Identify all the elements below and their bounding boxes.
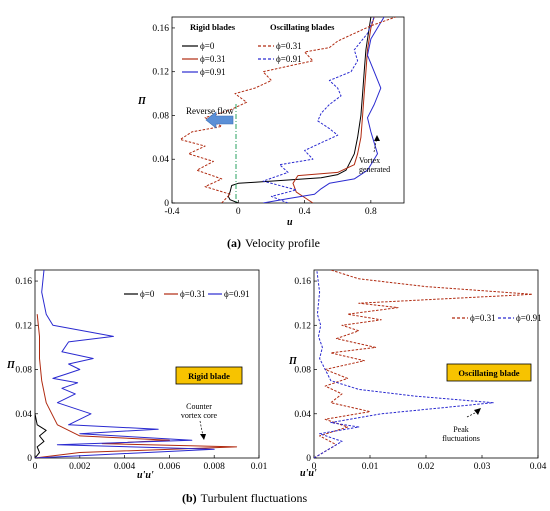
y-tick-label-a-1: 0.04 [152,155,169,165]
counter-vortex-label-line1: Counter [186,402,212,411]
series-line-b2-0 [314,270,533,458]
caption-a: (a) Velocity profile [227,236,320,250]
y-tick-label-b2-4: 0.16 [294,277,311,287]
legend-label-a-rigid-031: ϕ=0.31 [200,54,226,64]
legend-label-b1-091: ϕ=0.91 [224,289,250,299]
legend-label-a-rigid-0: ϕ=0 [200,41,215,51]
peak-label-line1: Peak [453,425,469,434]
x-tick-label-b2-4: 0.04 [530,462,547,472]
velocity-profile-panel: -0.4 0 0.4 0.800.040.080.120.16 Π u Rigid b… [137,16,405,250]
y-tick-label-b2-3: 0.12 [294,321,311,331]
y-tick-label-a-0: 0 [164,199,169,209]
y-axis-label-b1: Π [6,360,16,371]
x-tick-label-b2-3: 0.03 [474,462,491,472]
x-tick-label-b1-2: 0.004 [114,462,136,472]
legend-label-a-osc-031: ϕ=0.31 [276,41,302,51]
rigid-blade-label-box [175,366,243,385]
vortex-label-line2: generated [359,165,390,174]
y-tick-label-b1-4: 0.16 [15,277,32,287]
series-line-a-2 [263,17,385,203]
legend-label-b1-0: ϕ=0 [140,289,155,299]
peak-label-line2: fluctuations [442,434,480,443]
counter-vortex-arrowhead-icon [200,434,206,440]
legend-label-b2-091: ϕ=0.91 [516,313,542,323]
y-tick-label-b1-0: 0 [27,454,32,464]
legend-b2: ϕ=0.31 ϕ=0.91 [452,313,542,323]
legend-label-b2-031: ϕ=0.31 [470,313,496,323]
peak-arrowhead-icon [474,408,481,415]
x-axis-label-b1: u'u' [137,470,154,481]
x-tick-label-a-0: -0.4 [164,207,179,217]
series-line-b1-0 [35,413,47,458]
oscillating-blade-label-box [446,363,532,382]
series-line-b1-2 [35,270,215,458]
vortex-arrowhead-icon [374,135,380,141]
legend-group-rigid: Rigid blades [190,22,236,32]
y-tick-label-b2-1: 0.04 [294,410,311,420]
x-tick-label-b1-0: 0 [33,462,38,472]
reverse-flow-label: Reverse flow [186,106,234,116]
y-tick-label-a-2: 0.08 [152,111,169,121]
legend-label-a-osc-091: ϕ=0.91 [276,54,302,64]
counter-vortex-pointer [199,420,204,437]
rigid-blade-fluctuation-panel: 0 0.002 0.004 0.006 0.008 0.01 0 0.04 0.08 0.12 0.… [6,269,268,481]
x-tick-label-b2-2: 0.02 [418,462,435,472]
y-tick-label-b1-2: 0.08 [15,366,32,376]
x-tick-label-a-3: 0.8 [365,207,377,217]
x-axis-label-b2: u'u' [300,468,317,479]
legend-b1: ϕ=0 ϕ=0.31 ϕ=0.91 [124,289,250,299]
legend-label-b1-031: ϕ=0.31 [180,289,206,299]
series-line-a-0 [227,17,372,203]
series-line-a-3 [179,17,396,203]
legend-a: Rigid blades Oscillating blades ϕ=0 ϕ=0.… [182,22,335,77]
y-tick-label-b2-0: 0 [306,454,311,464]
y-axis-label-a: Π [137,96,147,107]
y-axis-label-b2: Π [288,356,298,367]
y-tick-label-b1-3: 0.12 [15,321,32,331]
x-axis-label-a: u [287,217,293,228]
legend-group-oscillating: Oscillating blades [270,22,335,32]
x-tick-label-a-1: 0 [236,207,241,217]
caption-b: (b) Turbulent fluctuations [182,491,308,505]
peak-pointer [466,411,478,418]
oscillating-blade-fluctuation-panel: 0 0.01 0.02 0.03 0.04 0 0.04 0.08 0.12 0.16 Π u'u… [182,269,547,505]
x-tick-label-b1-1: 0.002 [69,462,91,472]
counter-vortex-label-line2: vortex core [181,411,218,420]
x-tick-label-b1-4: 0.008 [204,462,226,472]
y-tick-label-a-4: 0.16 [152,24,169,34]
plot-frame-b1 [34,269,260,459]
x-tick-label-a-2: 0.4 [299,207,311,217]
x-tick-label-b1-5: 0.01 [251,462,268,472]
vortex-pointer [373,136,378,153]
y-tick-label-b1-1: 0.04 [15,410,32,420]
series-line-b2-1 [314,270,494,458]
y-tick-label-b2-2: 0.08 [294,366,311,376]
x-tick-label-b2-1: 0.01 [362,462,379,472]
reverse-flow-arrow-icon [205,111,234,129]
rigid-blade-label: Rigid blade [188,371,230,381]
x-tick-label-b2-0: 0 [312,462,317,472]
oscillating-blade-label: Oscillating blade [458,368,519,378]
series-line-b1-1 [35,314,238,458]
y-tick-label-a-3: 0.12 [152,68,169,78]
x-tick-label-b1-3: 0.006 [159,462,181,472]
legend-label-a-rigid-091: ϕ=0.91 [200,67,226,77]
vortex-label-line1: Vortex [359,156,380,165]
